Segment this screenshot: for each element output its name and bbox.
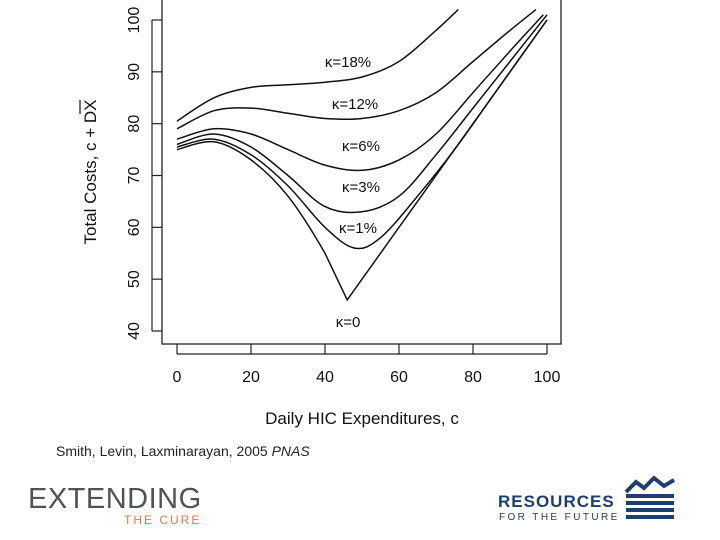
logo-etc-sub: THE CURE bbox=[124, 513, 202, 527]
x-tick-label-0: 0 bbox=[173, 369, 182, 386]
series-line-4 bbox=[176, 9, 537, 130]
y-tick-label-3: 70 bbox=[126, 167, 143, 185]
extending-the-cure-logo: EXTENDING THE CURE bbox=[28, 483, 208, 529]
curve-label-0: κ=18% bbox=[325, 54, 371, 71]
curve-label-4: κ=1% bbox=[339, 220, 377, 237]
y-tick-label-5: 90 bbox=[126, 63, 143, 81]
x-tick-label-5: 100 bbox=[534, 369, 561, 386]
x-tick-label-2: 40 bbox=[316, 369, 334, 386]
y-tick-label-2: 60 bbox=[126, 218, 143, 236]
y-axis-label: Total Costs, c + DX bbox=[81, 99, 100, 244]
rff-mountain-icon bbox=[624, 475, 676, 519]
curve-label-5: κ=0 bbox=[336, 314, 361, 331]
citation-authors: Smith, Levin, Laxminarayan, 2005 bbox=[56, 443, 272, 459]
series-line-2 bbox=[176, 14, 548, 214]
resources-for-the-future-logo: RESOURCES FOR THE FUTURE bbox=[498, 474, 698, 526]
citation: Smith, Levin, Laxminarayan, 2005 PNAS bbox=[56, 443, 310, 459]
y-tick-label-6: 100 bbox=[126, 7, 143, 34]
curve-label-1: κ=12% bbox=[332, 96, 378, 113]
curve-label-3: κ=3% bbox=[342, 179, 380, 196]
chart: 0 20 40 60 80 100 40 50 60 70 80 90 100 Daily HIC Ex… bbox=[79, 0, 562, 428]
y-tick-label-0: 40 bbox=[126, 322, 143, 340]
logo-rff-sub: FOR THE FUTURE bbox=[499, 512, 620, 523]
x-tick-label-3: 60 bbox=[390, 369, 408, 386]
series-line-5 bbox=[176, 9, 459, 122]
y-tick-label-1: 50 bbox=[126, 270, 143, 288]
curve-label-2: κ=6% bbox=[342, 138, 380, 155]
series-line-3 bbox=[176, 14, 544, 172]
y-tick-label-4: 80 bbox=[126, 115, 143, 133]
series-line-1 bbox=[176, 19, 548, 250]
logo-rff-main: RESOURCES bbox=[498, 492, 615, 511]
x-tick-label-1: 20 bbox=[242, 369, 260, 386]
x-axis-label: Daily HIC Expenditures, c bbox=[265, 409, 459, 428]
logo-etc-main: EXTENDING bbox=[28, 483, 202, 515]
plot-frame bbox=[161, 0, 562, 345]
citation-journal: PNAS bbox=[271, 443, 310, 459]
x-tick-label-4: 80 bbox=[464, 369, 482, 386]
